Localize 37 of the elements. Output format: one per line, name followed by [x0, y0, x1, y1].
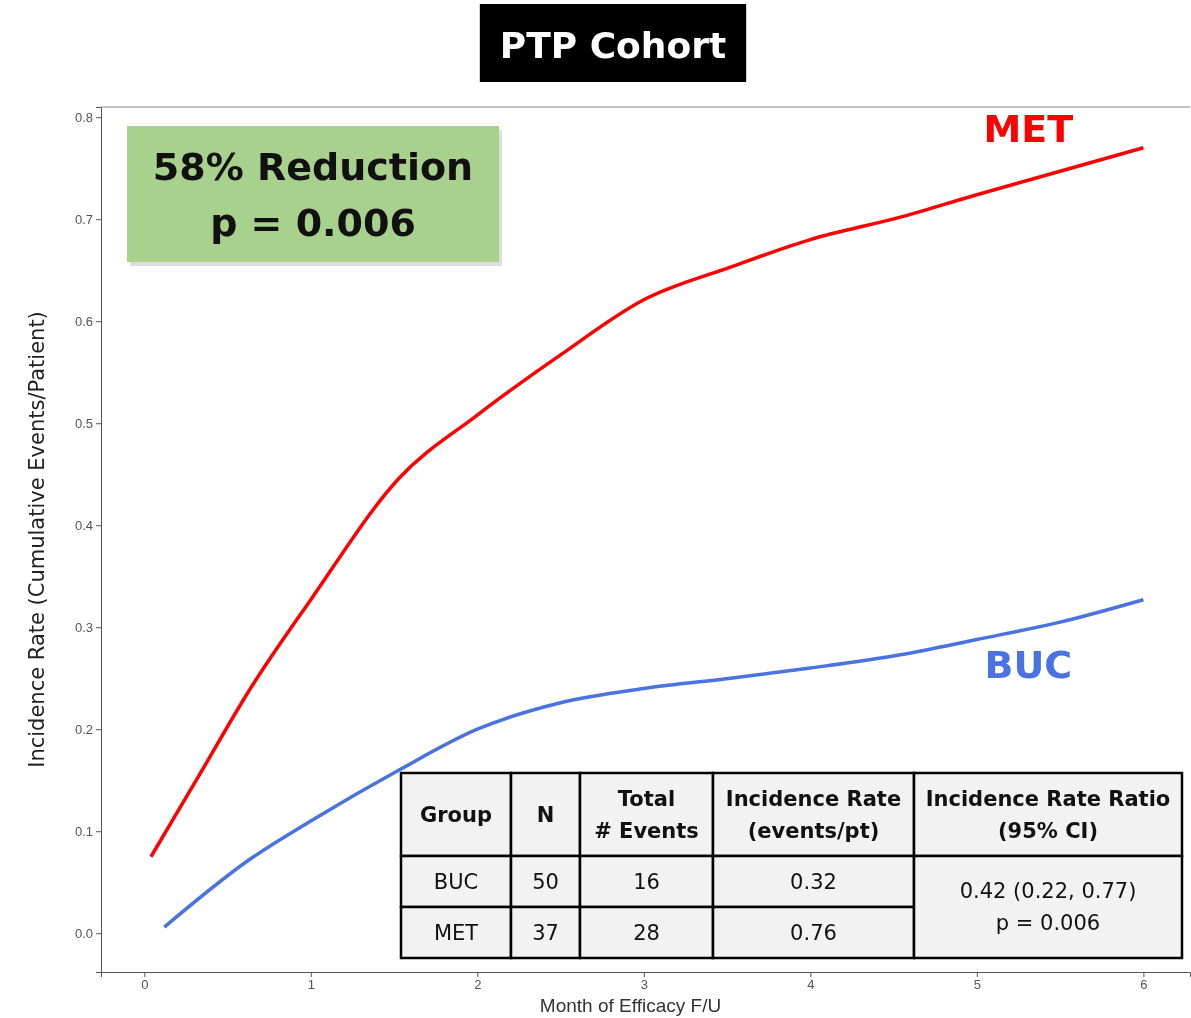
x-tick-label: 2 [474, 977, 482, 993]
annotation: 28 [633, 920, 660, 945]
x-tick-label: 1 [307, 977, 315, 993]
annotation: 50 [532, 869, 559, 894]
y-tick-label: 0.4 [74, 517, 93, 533]
y-tick-label: 0.3 [74, 619, 93, 635]
y-axis-title: Incidence Rate (Cumulative Events/Patient) [25, 311, 49, 768]
annotation: 0.42 (0.22, 0.77) p = 0.006 [959, 879, 1137, 936]
annotation: 0.32 [790, 869, 837, 894]
annotation: 0.76 [790, 920, 837, 945]
y-tick-label: 0.1 [74, 823, 93, 839]
annotation: N [536, 802, 555, 827]
y-tick-label: 0.2 [74, 721, 93, 737]
x-tick-label: 5 [973, 977, 981, 993]
x-tick-label: 3 [640, 977, 648, 993]
y-tick-label: 0.8 [74, 109, 93, 125]
x-tick-label: 6 [1140, 977, 1148, 993]
annotation: 37 [532, 920, 559, 945]
annotation: Incidence Rate Ratio (95% CI) [925, 786, 1171, 843]
y-tick-label: 0.7 [74, 211, 93, 227]
y-tick-label: 0.6 [74, 313, 93, 329]
chart-title: PTP Cohort [499, 25, 727, 66]
annotation: BUC [433, 869, 479, 894]
annotation: Incidence Rate (events/pt) [725, 786, 902, 843]
x-tick-label: 4 [807, 977, 815, 993]
annotation: 16 [633, 869, 660, 894]
x-tick-label: 0 [141, 977, 149, 993]
annotation: Group [419, 802, 493, 827]
x-axis-title: Month of Efficacy F/U [539, 995, 722, 1016]
y-tick-label: 0.5 [74, 415, 93, 431]
series-label: BUC [984, 642, 1073, 687]
annotation: MET [433, 920, 479, 945]
series-label: MET [983, 106, 1074, 151]
y-tick-label: 0.0 [74, 925, 93, 941]
annotation: Total # Events [594, 786, 699, 843]
annotation: p = 0.006 [210, 201, 416, 246]
annotation: 58% Reduction [152, 145, 474, 190]
